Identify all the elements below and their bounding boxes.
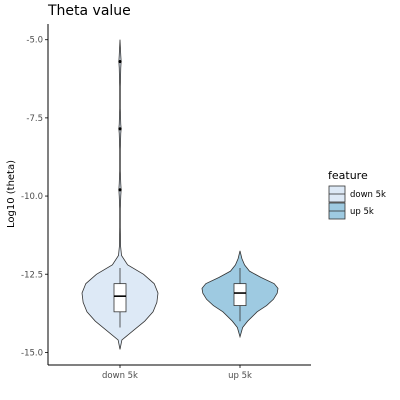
y-axis-ticks: -5.0 -7.5 -10.0 -12.5 -15.0	[21, 36, 48, 358]
x-tick-label: down 5k	[102, 371, 138, 381]
outlier-point	[118, 188, 122, 192]
outlier-point	[118, 127, 122, 131]
legend-title: feature	[328, 169, 368, 182]
y-tick-label: -5.0	[26, 36, 43, 46]
violin-down-5k	[81, 39, 159, 350]
y-tick-label: -12.5	[21, 270, 43, 280]
y-tick-label: -10.0	[21, 192, 43, 202]
box-iqr	[113, 283, 127, 313]
x-axis-ticks: down 5k up 5k	[102, 365, 252, 381]
violins	[81, 39, 279, 350]
chart-title: Theta value	[47, 3, 131, 19]
legend-label: down 5k	[350, 190, 386, 200]
legend-label: up 5k	[350, 207, 374, 217]
y-tick-label: -15.0	[21, 348, 43, 358]
x-tick-label: up 5k	[228, 371, 252, 381]
outlier-point	[118, 59, 122, 64]
box-iqr	[233, 283, 247, 306]
legend: feature down 5k up 5k	[328, 169, 386, 220]
y-tick-label: -7.5	[26, 114, 43, 124]
y-axis-label: Log10 (theta)	[6, 160, 17, 228]
